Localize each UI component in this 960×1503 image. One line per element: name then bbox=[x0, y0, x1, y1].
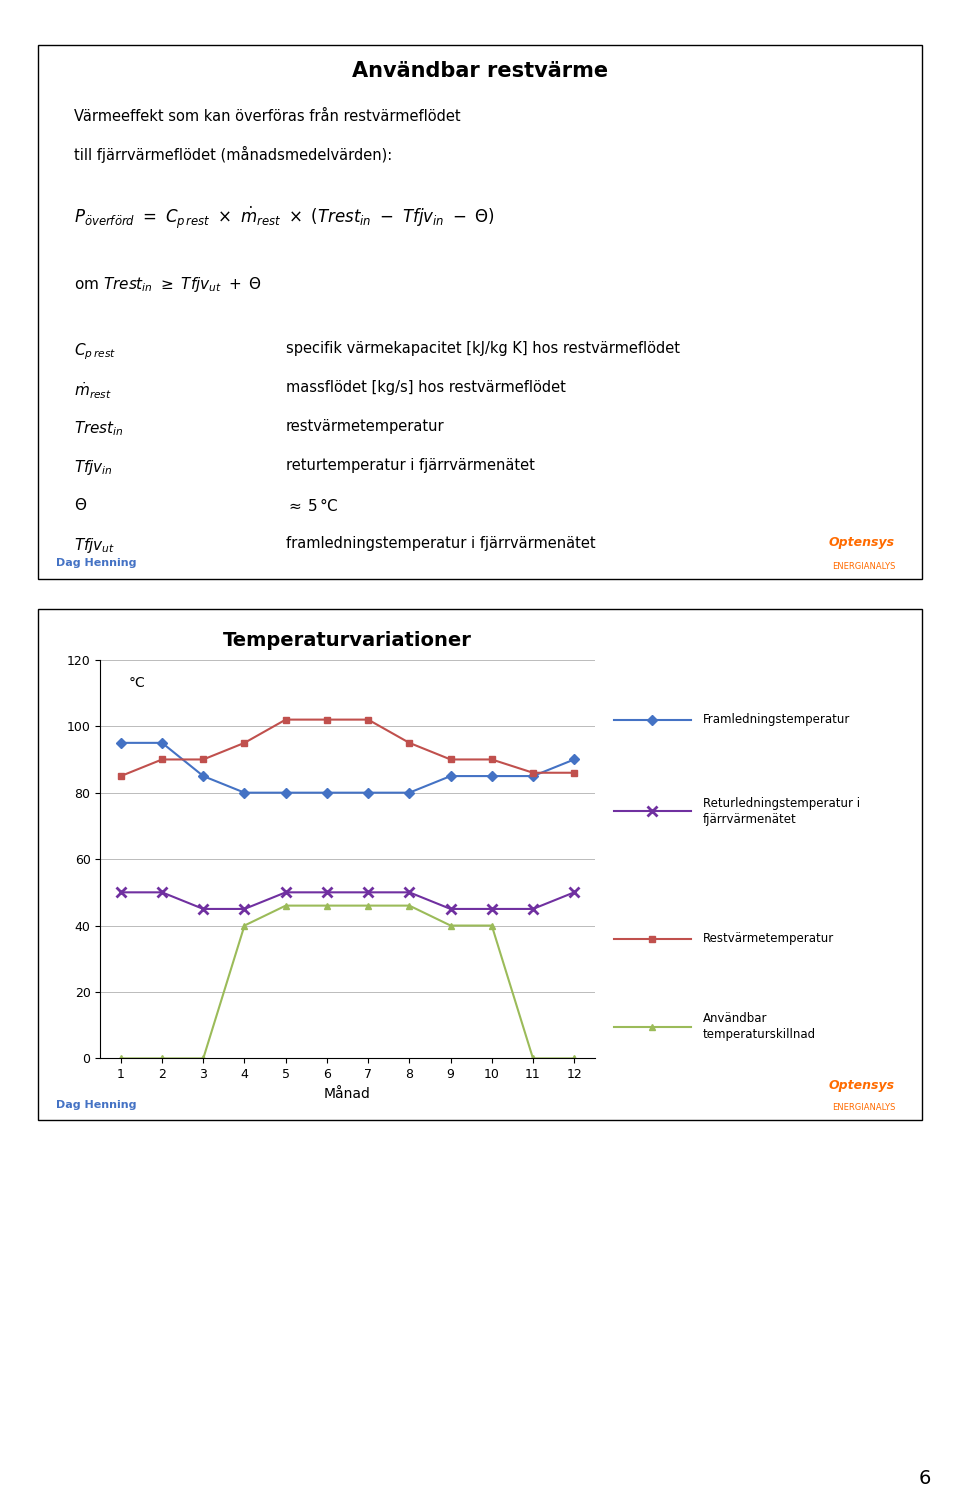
Text: Dag Henning: Dag Henning bbox=[56, 1100, 136, 1109]
Title: Temperaturvariationer: Temperaturvariationer bbox=[223, 631, 472, 649]
Text: Optensys: Optensys bbox=[829, 537, 895, 549]
Text: returtemperatur i fjärrvärmenätet: returtemperatur i fjärrvärmenätet bbox=[286, 458, 535, 473]
Text: $\Theta$: $\Theta$ bbox=[74, 497, 86, 513]
Text: Restvärmetemperatur: Restvärmetemperatur bbox=[703, 932, 834, 945]
Text: $\dot{m}_{\mathit{rest}}$: $\dot{m}_{\mathit{rest}}$ bbox=[74, 380, 111, 401]
Text: till fjärrvärmeflödet (månadsmedelvärden):: till fjärrvärmeflödet (månadsmedelvärden… bbox=[74, 146, 392, 164]
Text: $P_{\mathit{överförd}}\ =\ C_{p\,\mathit{rest}}\ \times\ \dot{m}_{\mathit{rest}}: $P_{\mathit{överförd}}\ =\ C_{p\,\mathit… bbox=[74, 206, 494, 231]
Text: $Tfjv_{\mathit{ut}}$: $Tfjv_{\mathit{ut}}$ bbox=[74, 537, 115, 555]
Text: Dag Henning: Dag Henning bbox=[56, 558, 136, 568]
Text: ENERGIANALYS: ENERGIANALYS bbox=[831, 562, 895, 571]
Text: ENERGIANALYS: ENERGIANALYS bbox=[831, 1103, 895, 1112]
Text: Värmeeffekt som kan överföras från restvärmeflödet: Värmeeffekt som kan överföras från restv… bbox=[74, 110, 461, 125]
Text: framledningstemperatur i fjärrvärmenätet: framledningstemperatur i fjärrvärmenätet bbox=[286, 537, 595, 552]
Text: Användbar
temperaturskillnad: Användbar temperaturskillnad bbox=[703, 1012, 816, 1042]
Text: $C_{p\,\mathit{rest}}$: $C_{p\,\mathit{rest}}$ bbox=[74, 341, 116, 362]
Text: $Tfjv_{\mathit{in}}$: $Tfjv_{\mathit{in}}$ bbox=[74, 458, 112, 476]
Text: $Trest_{\mathit{in}}$: $Trest_{\mathit{in}}$ bbox=[74, 419, 124, 437]
Text: restvärmetemperatur: restvärmetemperatur bbox=[286, 419, 444, 434]
Text: om $Trest_{\mathit{in}}\ \geq\ Tfjv_{\mathit{ut}}\ +\ \Theta$: om $Trest_{\mathit{in}}\ \geq\ Tfjv_{\ma… bbox=[74, 275, 261, 293]
Text: specifik värmekapacitet [kJ/kg K] hos restvärmeflödet: specifik värmekapacitet [kJ/kg K] hos re… bbox=[286, 341, 680, 356]
Text: $\approx\,5\,°\mathrm{C}$: $\approx\,5\,°\mathrm{C}$ bbox=[286, 497, 339, 514]
Text: Optensys: Optensys bbox=[829, 1079, 895, 1091]
Text: °C: °C bbox=[129, 676, 146, 690]
Text: massflödet [kg/s] hos restvärmeflödet: massflödet [kg/s] hos restvärmeflödet bbox=[286, 380, 565, 395]
Text: Framledningstemperatur: Framledningstemperatur bbox=[703, 712, 851, 726]
X-axis label: Månad: Månad bbox=[324, 1087, 371, 1100]
Text: Returledningstemperatur i
fjärrvärmenätet: Returledningstemperatur i fjärrvärmenäte… bbox=[703, 797, 860, 825]
Text: Användbar restvärme: Användbar restvärme bbox=[352, 62, 608, 81]
Text: 6: 6 bbox=[919, 1468, 931, 1488]
